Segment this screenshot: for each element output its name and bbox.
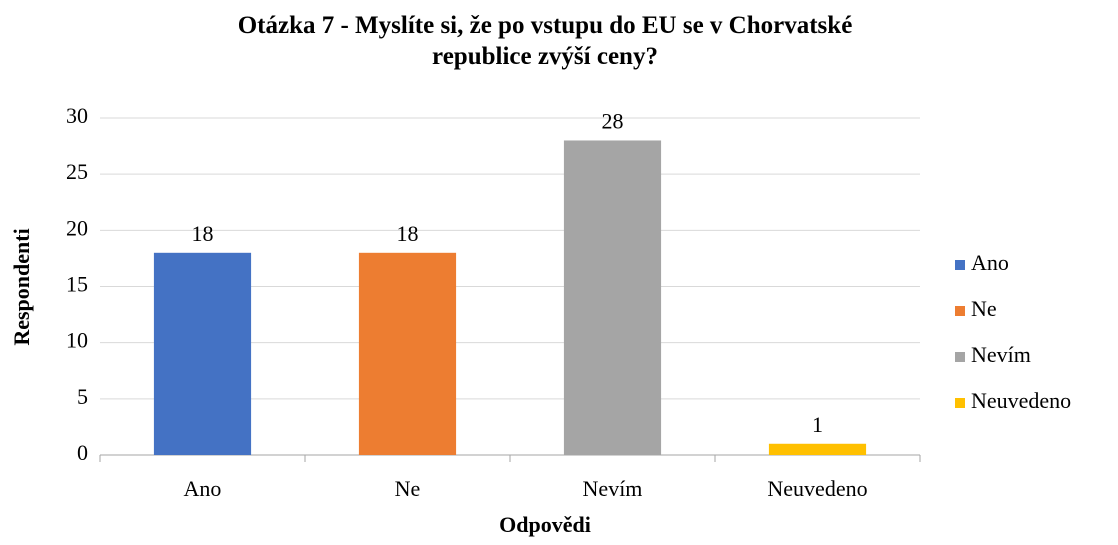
legend-swatch [955, 398, 965, 408]
legend-label: Nevím [971, 342, 1031, 367]
x-tick-label: Ano [184, 476, 222, 501]
y-axis-title: Respondenti [9, 228, 34, 345]
y-tick-label: 20 [66, 215, 88, 240]
legend-swatch [955, 306, 965, 316]
data-label: 28 [602, 109, 624, 134]
bar [768, 443, 867, 455]
x-tick-label: Nevím [583, 476, 643, 501]
data-label: 18 [192, 221, 214, 246]
x-axis-title: Odpovědi [499, 512, 591, 537]
y-tick-label: 5 [77, 384, 88, 409]
y-tick-label: 15 [66, 272, 88, 297]
chart-title: Otázka 7 - Myslíte si, že po vstupu do E… [237, 12, 853, 70]
legend-label: Neuvedeno [971, 388, 1071, 413]
x-tick-label: Ne [395, 476, 421, 501]
y-tick-label: 10 [66, 328, 88, 353]
legend-label: Ne [971, 296, 997, 321]
bar [563, 140, 662, 455]
data-label: 1 [812, 412, 823, 437]
bar [153, 252, 252, 455]
data-label: 18 [397, 221, 419, 246]
legend-label: Ano [971, 250, 1009, 275]
y-tick-label: 25 [66, 159, 88, 184]
y-tick-label: 0 [77, 440, 88, 465]
x-tick-label: Neuvedeno [767, 476, 867, 501]
legend-swatch [955, 260, 965, 270]
legend-swatch [955, 352, 965, 362]
y-tick-label: 30 [66, 103, 88, 128]
bar [358, 252, 457, 455]
